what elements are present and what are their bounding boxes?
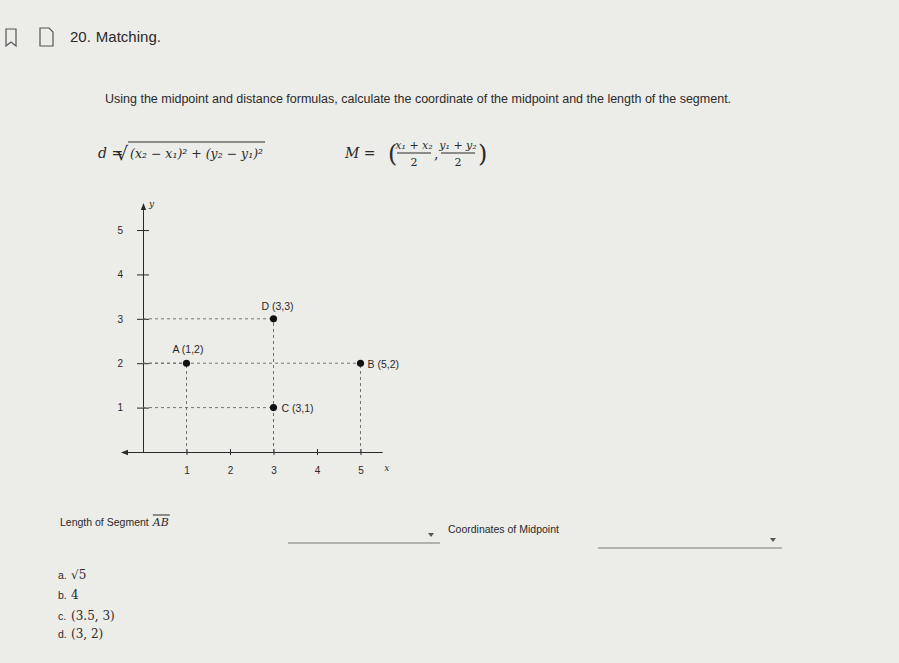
x-axis-title: x	[384, 463, 389, 473]
fraction-bar	[397, 153, 431, 154]
formula-radicand: (x₂ − x₁)² + (y₂ − y₁)²	[130, 146, 263, 161]
formula-separator: ,	[434, 146, 438, 162]
x-tick-label: 5	[358, 465, 364, 476]
x-tick: 2	[228, 449, 234, 476]
y-tick-label: 2	[117, 358, 123, 369]
x-tick-mark	[230, 449, 231, 455]
option-letter: a.	[58, 569, 67, 581]
y-tick-label: 1	[117, 402, 123, 413]
page: 20. Matching. Using the midpoint and dista…	[0, 0, 899, 663]
radical-bar	[128, 142, 265, 143]
segment-name: AB	[152, 516, 169, 529]
guide-line	[360, 363, 361, 452]
fraction-numerator: x₁ + x₂	[395, 139, 432, 152]
flag-icon[interactable]	[6, 29, 16, 46]
option-text: (3, 2)	[71, 627, 103, 641]
answer-blank[interactable]	[288, 543, 440, 544]
y-tick-label: 3	[117, 314, 123, 325]
point	[270, 315, 277, 322]
guide-line	[143, 318, 274, 319]
x-tick: 5	[358, 449, 364, 476]
x-tick-label: 3	[271, 465, 277, 476]
note-icon[interactable]	[40, 28, 53, 46]
x-tick: 3	[271, 449, 277, 476]
option-letter: b.	[58, 589, 67, 601]
question-number: 20.	[70, 28, 91, 45]
x-tick: 1	[184, 449, 190, 476]
guide-line	[273, 319, 274, 452]
y-tick-mark	[137, 274, 149, 275]
option-letter: d.	[58, 628, 67, 640]
option-text: (3.5, 3)	[71, 609, 115, 623]
dropdown-arrow[interactable]	[428, 533, 434, 537]
guide-line	[143, 363, 361, 364]
guide-lines	[143, 319, 361, 452]
fraction-denominator: 2	[455, 156, 462, 169]
y-tick-label: 4	[117, 269, 123, 280]
option-letter: c.	[58, 610, 66, 622]
y-tick: 4	[117, 269, 149, 280]
formula-radical: √	[116, 142, 129, 164]
instruction: Using the midpoint and distance formulas…	[105, 92, 731, 106]
question-label: Length of Segment	[60, 516, 149, 528]
x-tick-label: 4	[315, 465, 321, 476]
x-tick-label: 2	[228, 465, 234, 476]
y-axis: 1 2 3 4 5	[117, 204, 149, 453]
plot-area	[143, 315, 364, 452]
y-axis-title: y	[148, 199, 155, 209]
fraction-bar	[441, 153, 475, 154]
point-label: B (5,2)	[368, 358, 400, 370]
point	[357, 360, 364, 367]
answer-dropdown[interactable]	[598, 538, 782, 548]
y-tick-label: 5	[117, 225, 123, 236]
x-tick: 4	[315, 449, 321, 476]
point-label: C (3,1)	[282, 402, 314, 414]
y-tick: 5	[117, 225, 149, 236]
answer-dropdown[interactable]	[288, 533, 440, 543]
point	[183, 360, 190, 367]
background	[0, 0, 899, 663]
formula-paren: )	[478, 140, 487, 168]
fraction-numerator: y₁ + y₂	[438, 139, 476, 152]
x-axis: 1 2 3 4 5	[122, 449, 383, 476]
x-axis-line	[122, 452, 383, 453]
y-axis-line	[143, 204, 144, 453]
segment-bar	[153, 515, 170, 516]
question-header: 20. Matching.	[70, 28, 161, 45]
answer-blank[interactable]	[598, 548, 782, 549]
question-title: Matching.	[96, 28, 161, 45]
dropdown-arrow[interactable]	[770, 538, 776, 542]
point-label: D (3,3)	[262, 300, 294, 312]
point-label: A (1,2)	[173, 343, 204, 355]
option-text: √5	[71, 568, 86, 582]
fraction-denominator: 2	[411, 156, 418, 169]
guide-line	[143, 407, 274, 408]
x-tick-mark	[317, 449, 318, 455]
question-label: Coordinates of Midpoint	[448, 523, 559, 535]
option-text: 4	[71, 588, 79, 602]
x-tick-label: 1	[184, 465, 190, 476]
point	[270, 404, 277, 411]
formula-lhs: M =	[344, 145, 376, 161]
y-tick-mark	[137, 230, 149, 231]
